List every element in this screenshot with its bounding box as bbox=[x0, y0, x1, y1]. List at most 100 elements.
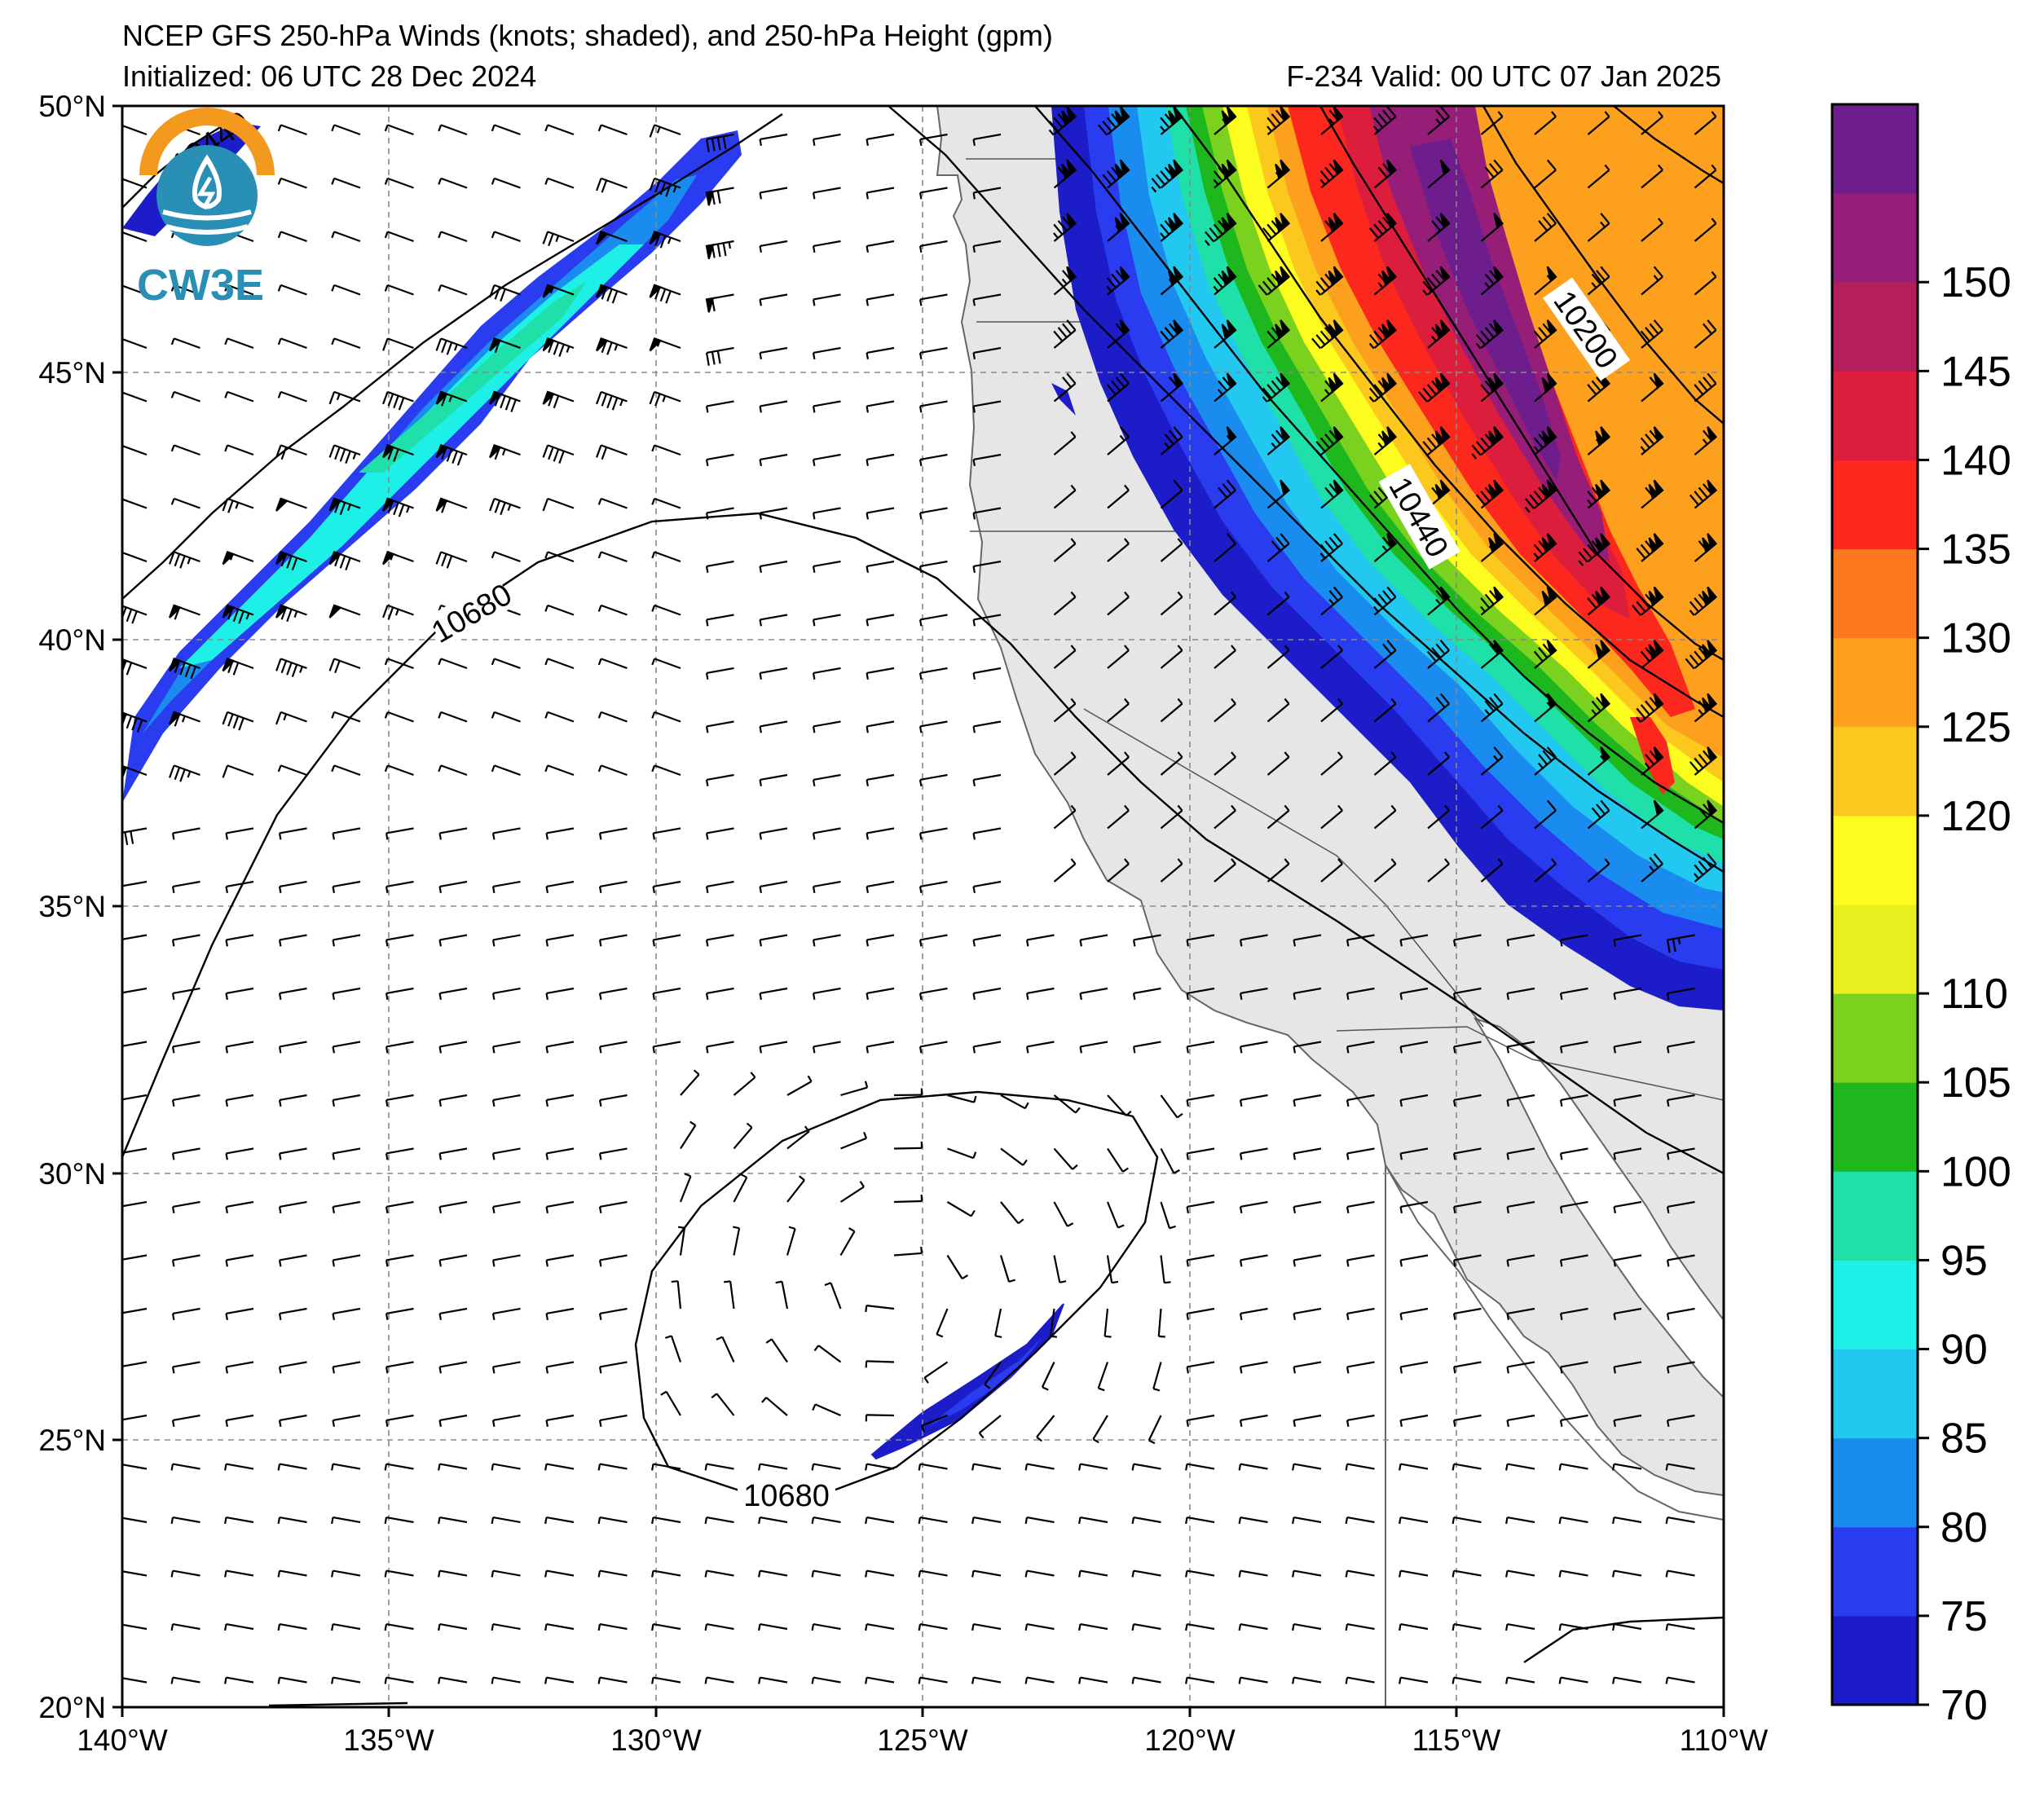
wind-barb bbox=[331, 711, 361, 723]
wind-barb bbox=[122, 124, 148, 136]
wind-barb bbox=[384, 1623, 414, 1631]
wind-barb bbox=[1204, 213, 1237, 246]
wind-barb bbox=[1000, 1147, 1028, 1166]
wind-barb bbox=[224, 1676, 254, 1684]
wind-barb bbox=[491, 231, 521, 243]
wind-barb bbox=[225, 1094, 254, 1107]
wind-barb bbox=[1319, 533, 1343, 562]
wind-barb bbox=[1480, 266, 1504, 296]
wind-barb bbox=[1320, 645, 1343, 669]
wind-barb bbox=[170, 1569, 200, 1578]
wind-barb bbox=[1640, 426, 1664, 456]
wind-barb bbox=[1399, 1307, 1429, 1320]
colorbar-tick-label: 140 bbox=[1940, 437, 2011, 484]
wind-barb bbox=[1587, 372, 1611, 403]
wind-barb bbox=[122, 444, 148, 456]
wind-barb bbox=[1239, 934, 1268, 947]
wind-barb bbox=[1239, 1307, 1268, 1320]
wind-barb bbox=[1427, 106, 1450, 135]
colorbar-box bbox=[1832, 282, 1918, 372]
wind-barb bbox=[704, 1516, 734, 1525]
wind-barb bbox=[1506, 1200, 1535, 1213]
wind-barb bbox=[332, 1094, 361, 1107]
baja-coast bbox=[1385, 1162, 1724, 1707]
wind-barb bbox=[225, 827, 254, 840]
wind-barb bbox=[1160, 698, 1183, 723]
wind-barb bbox=[277, 284, 307, 296]
wind-barb bbox=[840, 1081, 869, 1097]
wind-barb bbox=[491, 1254, 521, 1267]
wind-barb bbox=[545, 827, 575, 840]
wind-barb bbox=[972, 614, 1002, 627]
wind-barb bbox=[1559, 1147, 1588, 1160]
wind-barb bbox=[775, 1280, 789, 1310]
wind-barb bbox=[651, 1676, 681, 1684]
wind-barb bbox=[328, 390, 361, 405]
wind-barb bbox=[1694, 693, 1718, 723]
wind-barb bbox=[1148, 1415, 1162, 1445]
wind-barb bbox=[1186, 1094, 1215, 1107]
wind-barb bbox=[277, 231, 307, 243]
wind-barb bbox=[1373, 804, 1397, 830]
wind-barb bbox=[1345, 1516, 1375, 1525]
wind-barb bbox=[893, 1246, 923, 1257]
wind-barb bbox=[1534, 858, 1557, 883]
wind-barb bbox=[328, 604, 361, 618]
wind-barb bbox=[1665, 1463, 1695, 1471]
wind-barb bbox=[1053, 484, 1077, 509]
wind-barb bbox=[277, 1463, 307, 1471]
wind-barb bbox=[170, 284, 200, 296]
wind-barb bbox=[1587, 213, 1610, 242]
wind-barb bbox=[1346, 1094, 1375, 1107]
wind-barb bbox=[1480, 586, 1504, 616]
wind-barb bbox=[278, 1254, 307, 1267]
wind-barb bbox=[1559, 1414, 1588, 1427]
wind-barb bbox=[1399, 1414, 1429, 1427]
wind-barb bbox=[1214, 106, 1237, 135]
wind-barb bbox=[545, 1147, 575, 1160]
wind-barb bbox=[1452, 1147, 1482, 1160]
wind-barb bbox=[812, 293, 841, 306]
wind-barb bbox=[278, 1307, 307, 1320]
wind-barb bbox=[122, 1094, 148, 1101]
wind-barb bbox=[1689, 746, 1718, 776]
lat-label: 25°N bbox=[38, 1424, 106, 1457]
wind-barb bbox=[866, 133, 895, 146]
wind-barb bbox=[1587, 586, 1611, 616]
wind-barb bbox=[545, 1094, 575, 1107]
wind-barb bbox=[597, 764, 628, 777]
wind-barb bbox=[1053, 1201, 1074, 1227]
wind-barb bbox=[222, 550, 254, 566]
wind-barb bbox=[224, 1623, 254, 1631]
wind-barb bbox=[545, 1041, 575, 1054]
wind-barb bbox=[1612, 1463, 1642, 1471]
wind-barb bbox=[918, 934, 948, 947]
wind-barb bbox=[759, 827, 788, 840]
wind-barb bbox=[652, 934, 681, 947]
wind-barb bbox=[1160, 538, 1183, 562]
wind-barb bbox=[1373, 640, 1397, 669]
wind-barb bbox=[491, 1463, 521, 1471]
colorbar-box bbox=[1832, 371, 1918, 460]
wind-barb bbox=[1641, 266, 1663, 296]
wind-barb bbox=[491, 880, 521, 893]
wind-barb bbox=[812, 667, 841, 680]
wind-barb bbox=[1185, 1676, 1215, 1684]
wind-barb bbox=[865, 1305, 895, 1313]
wind-barb bbox=[972, 560, 1002, 573]
wind-barb bbox=[491, 1623, 521, 1631]
wind-barb bbox=[1558, 1676, 1588, 1684]
wind-barb bbox=[225, 934, 254, 947]
colorbar-tick-label: 70 bbox=[1940, 1682, 1988, 1729]
wind-barb bbox=[1427, 479, 1451, 509]
wind-barb bbox=[385, 880, 414, 893]
wind-barb bbox=[122, 827, 148, 847]
wind-barb bbox=[680, 1069, 700, 1096]
colorbar-box bbox=[1832, 1437, 1918, 1528]
wind-barb bbox=[438, 658, 468, 670]
wind-barb bbox=[225, 1147, 254, 1160]
wind-barb bbox=[384, 1569, 414, 1578]
wind-barb bbox=[1694, 164, 1717, 189]
wind-barb bbox=[1559, 1361, 1588, 1374]
wind-barb bbox=[1613, 1041, 1642, 1054]
